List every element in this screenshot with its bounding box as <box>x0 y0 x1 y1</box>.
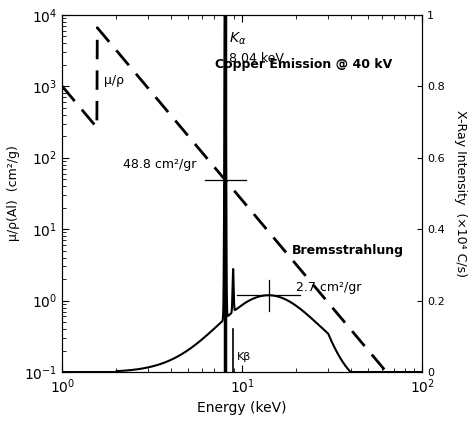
Text: Kβ: Kβ <box>237 352 251 362</box>
Text: 8.04 keV: 8.04 keV <box>229 52 284 65</box>
Text: 48.8 cm²/gr: 48.8 cm²/gr <box>123 158 197 171</box>
Text: $K_{\alpha}$: $K_{\alpha}$ <box>229 31 247 47</box>
Y-axis label: X-Ray Intensity  (×10⁴ C/s): X-Ray Intensity (×10⁴ C/s) <box>454 110 467 277</box>
Y-axis label: μ/ρ(Al)  (cm²/g): μ/ρ(Al) (cm²/g) <box>7 146 20 241</box>
Text: Copper Emission @ 40 kV: Copper Emission @ 40 kV <box>215 58 392 71</box>
Text: 2.7 cm²/gr: 2.7 cm²/gr <box>296 281 362 295</box>
Text: μ/ρ: μ/ρ <box>104 74 124 87</box>
Text: Bremsstrahlung: Bremsstrahlung <box>292 244 404 257</box>
X-axis label: Energy (keV): Energy (keV) <box>198 401 287 415</box>
